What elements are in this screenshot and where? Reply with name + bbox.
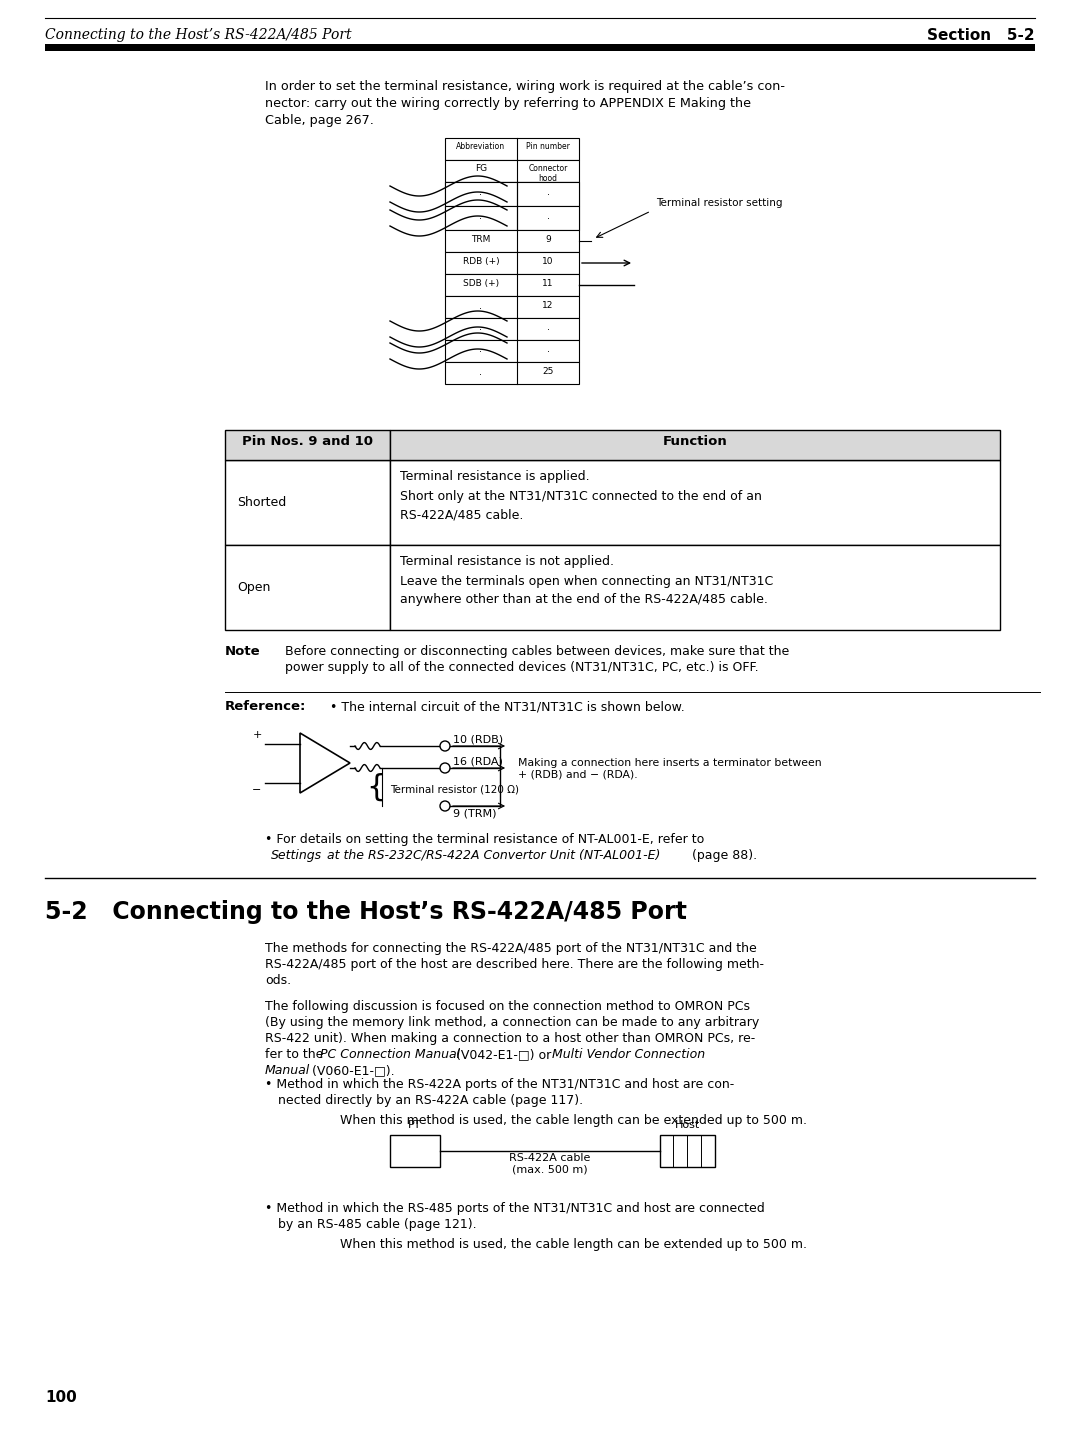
- Text: nector: carry out the wiring correctly by referring to APPENDIX E Making the: nector: carry out the wiring correctly b…: [265, 98, 751, 110]
- Text: FG: FG: [475, 164, 487, 174]
- Text: PT: PT: [408, 1119, 422, 1129]
- Text: .: .: [480, 187, 483, 197]
- Text: power supply to all of the connected devices (NT31/NT31C, PC, etc.) is OFF.: power supply to all of the connected dev…: [285, 662, 758, 674]
- Text: .: .: [480, 211, 483, 221]
- Bar: [390, 545, 1000, 630]
- Bar: [225, 545, 390, 630]
- Bar: [445, 159, 579, 182]
- Text: Terminal resistance is applied.: Terminal resistance is applied.: [400, 471, 590, 484]
- Bar: [660, 1135, 715, 1167]
- Text: 10 (RDB): 10 (RDB): [453, 733, 503, 743]
- Text: Pin number: Pin number: [526, 142, 570, 151]
- Bar: [225, 430, 390, 461]
- Text: Multi Vendor Connection: Multi Vendor Connection: [552, 1048, 705, 1060]
- Text: PC Connection Manual: PC Connection Manual: [320, 1048, 460, 1060]
- Text: RS-422A/485 port of the host are described here. There are the following meth-: RS-422A/485 port of the host are describ…: [265, 959, 764, 971]
- Text: 10: 10: [542, 257, 554, 265]
- Text: Connector
hood: Connector hood: [528, 164, 568, 184]
- Text: Terminal resistor (120 Ω): Terminal resistor (120 Ω): [390, 784, 519, 794]
- Text: 11: 11: [542, 278, 554, 288]
- Text: .: .: [480, 367, 483, 377]
- Text: Section   5-2: Section 5-2: [928, 29, 1035, 43]
- Bar: [225, 461, 390, 545]
- Text: Terminal resistor setting: Terminal resistor setting: [656, 198, 783, 208]
- Bar: [445, 274, 579, 296]
- Bar: [445, 182, 579, 207]
- Text: 100: 100: [45, 1391, 77, 1405]
- Text: Making a connection here inserts a terminator between
+ (RDB) and − (RDA).: Making a connection here inserts a termi…: [518, 758, 822, 779]
- Text: (By using the memory link method, a connection can be made to any arbitrary: (By using the memory link method, a conn…: [265, 1016, 759, 1029]
- Text: The methods for connecting the RS-422A/485 port of the NT31/NT31C and the: The methods for connecting the RS-422A/4…: [265, 941, 757, 956]
- Text: Before connecting or disconnecting cables between devices, make sure that the: Before connecting or disconnecting cable…: [285, 644, 789, 659]
- Text: The following discussion is focused on the connection method to OMRON PCs: The following discussion is focused on t…: [265, 1000, 750, 1013]
- Text: When this method is used, the cable length can be extended up to 500 m.: When this method is used, the cable leng…: [340, 1238, 807, 1251]
- Bar: [445, 362, 579, 385]
- Bar: [445, 253, 579, 274]
- Text: In order to set the terminal resistance, wiring work is required at the cable’s : In order to set the terminal resistance,…: [265, 80, 785, 93]
- Text: .: .: [546, 211, 550, 221]
- Text: ods.: ods.: [265, 974, 292, 987]
- Text: Short only at the NT31/NT31C connected to the end of an: Short only at the NT31/NT31C connected t…: [400, 489, 761, 504]
- Text: • The internal circuit of the NT31/NT31C is shown below.: • The internal circuit of the NT31/NT31C…: [330, 700, 685, 713]
- Text: • Method in which the RS-485 ports of the NT31/NT31C and host are connected: • Method in which the RS-485 ports of th…: [265, 1203, 765, 1215]
- Text: .: .: [546, 344, 550, 354]
- Text: .: .: [480, 321, 483, 331]
- Text: RDB (+): RDB (+): [462, 257, 499, 265]
- Text: by an RS-485 cable (page 121).: by an RS-485 cable (page 121).: [278, 1218, 476, 1231]
- Text: 25: 25: [542, 367, 554, 376]
- Text: • Method in which the RS-422A ports of the NT31/NT31C and host are con-: • Method in which the RS-422A ports of t…: [265, 1078, 734, 1091]
- Text: Pin Nos. 9 and 10: Pin Nos. 9 and 10: [242, 435, 373, 448]
- Bar: [390, 430, 1000, 461]
- Text: .: .: [480, 344, 483, 354]
- Text: Leave the terminals open when connecting an NT31/NT31C: Leave the terminals open when connecting…: [400, 575, 773, 588]
- Text: 5-2   Connecting to the Host’s RS-422A/485 Port: 5-2 Connecting to the Host’s RS-422A/485…: [45, 900, 687, 924]
- Text: Open: Open: [237, 581, 270, 594]
- Text: {: {: [366, 772, 386, 802]
- Text: 9 (TRM): 9 (TRM): [453, 808, 497, 818]
- Text: Settings: Settings: [271, 850, 322, 862]
- Text: anywhere other than at the end of the RS-422A/485 cable.: anywhere other than at the end of the RS…: [400, 593, 768, 606]
- Bar: [445, 207, 579, 230]
- Text: 9: 9: [545, 235, 551, 244]
- Text: TRM: TRM: [471, 235, 490, 244]
- Bar: [45, 44, 1035, 52]
- Text: RS-422A/485 cable.: RS-422A/485 cable.: [400, 508, 524, 521]
- Text: fer to the: fer to the: [265, 1048, 327, 1060]
- Text: (V060-E1-□).: (V060-E1-□).: [308, 1063, 394, 1078]
- Bar: [445, 340, 579, 362]
- Text: Abbreviation: Abbreviation: [457, 142, 505, 151]
- Text: RS-422A cable
(max. 500 m): RS-422A cable (max. 500 m): [510, 1152, 591, 1175]
- Bar: [445, 319, 579, 340]
- Bar: [445, 296, 579, 319]
- Bar: [445, 230, 579, 253]
- Text: (page 88).: (page 88).: [688, 850, 757, 862]
- Text: SDB (+): SDB (+): [463, 278, 499, 288]
- Text: Note: Note: [225, 644, 260, 659]
- Text: nected directly by an RS-422A cable (page 117).: nected directly by an RS-422A cable (pag…: [278, 1093, 583, 1106]
- Text: 12: 12: [542, 301, 554, 310]
- Text: Cable, page 267.: Cable, page 267.: [265, 113, 374, 128]
- Text: RS-422 unit). When making a connection to a host other than OMRON PCs, re-: RS-422 unit). When making a connection t…: [265, 1032, 755, 1045]
- Text: Connecting to the Host’s RS-422A/485 Port: Connecting to the Host’s RS-422A/485 Por…: [45, 29, 352, 42]
- Text: .: .: [546, 321, 550, 331]
- Text: Manual: Manual: [265, 1063, 310, 1078]
- Text: Terminal resistance is not applied.: Terminal resistance is not applied.: [400, 555, 615, 568]
- Text: .: .: [480, 301, 483, 311]
- Text: Shorted: Shorted: [237, 497, 286, 509]
- Text: at the RS-232C/RS-422A Convertor Unit (NT-AL001-E): at the RS-232C/RS-422A Convertor Unit (N…: [323, 850, 660, 862]
- Bar: [390, 461, 1000, 545]
- Text: When this method is used, the cable length can be extended up to 500 m.: When this method is used, the cable leng…: [340, 1114, 807, 1126]
- Text: (V042-E1-□) or: (V042-E1-□) or: [453, 1048, 555, 1060]
- Text: • For details on setting the terminal resistance of NT-AL001-E, refer to: • For details on setting the terminal re…: [265, 832, 708, 847]
- Text: Host: Host: [675, 1119, 700, 1129]
- Text: −: −: [253, 785, 261, 795]
- Text: +: +: [253, 730, 261, 740]
- Text: .: .: [546, 187, 550, 197]
- Bar: [390, 1135, 440, 1167]
- Bar: [445, 138, 579, 159]
- Text: Reference:: Reference:: [225, 700, 307, 713]
- Text: 16 (RDA): 16 (RDA): [453, 756, 503, 766]
- Text: Function: Function: [663, 435, 727, 448]
- Bar: [445, 182, 579, 230]
